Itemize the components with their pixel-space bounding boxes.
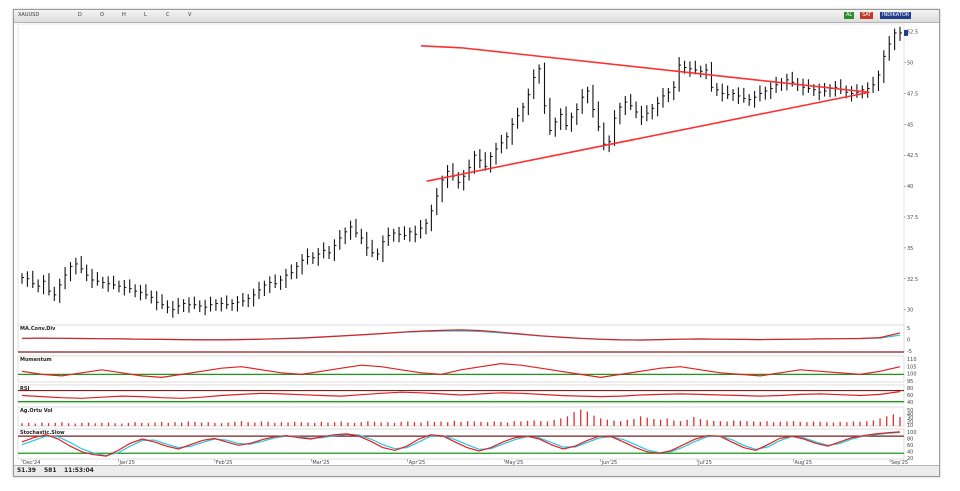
status-time: 11:53:04 — [64, 467, 94, 474]
indicator-tick-label: -5 — [907, 349, 912, 355]
triangle-upper-line — [460, 46, 870, 94]
indicator-label: Stochastic.Slow — [20, 430, 65, 436]
toolbar-seg-4: C — [166, 12, 170, 18]
indicator-label: Momentum — [20, 357, 52, 363]
price-tick-label: 35 — [907, 246, 913, 252]
price-tick-label: 40 — [907, 184, 913, 190]
indicator-pane — [17, 428, 905, 460]
indicator-tick-label: 100 — [907, 372, 917, 378]
indicator-tick-label: 80 — [907, 386, 913, 392]
price-tick-label: 30 — [907, 308, 913, 314]
indicator-tick-label: 40 — [907, 412, 913, 418]
buy-button[interactable]: AL — [844, 12, 855, 19]
indicator-main-line — [21, 391, 901, 399]
x-tick-label: Apr'25 — [409, 460, 425, 465]
indicator-label: Ag.Ortu Vol — [20, 408, 53, 414]
toolbar-seg-0: D — [78, 12, 82, 18]
toolbar: XAUUSD D O H L C V AL SAT INDİKATÖR — [14, 10, 939, 23]
indicator-tick-label: 0 — [907, 338, 910, 344]
x-tick-label: Jan'25 — [118, 460, 134, 465]
indicator-tick-label: 50 — [907, 408, 913, 414]
x-tick-label: Mar'25 — [312, 460, 329, 465]
chart-window: XAUUSD D O H L C V AL SAT INDİKATÖR 52.5… — [13, 9, 940, 477]
x-tick-label: Sep'25 — [891, 460, 908, 465]
indicator-tick-label: 95 — [907, 379, 913, 385]
triangle-upper-ext — [420, 44, 462, 49]
toolbar-seg-3: L — [144, 12, 147, 18]
toolbar-seg-5: V — [188, 12, 192, 18]
indicator-main-line — [21, 431, 901, 457]
status-bar: 51.39 581 11:53:04 — [14, 465, 939, 476]
indicator-pane — [17, 324, 905, 353]
x-tick-label: Jun'25 — [601, 460, 618, 465]
symbol-label[interactable]: XAUUSD — [18, 12, 40, 18]
indicator-tick-label: 110 — [907, 357, 917, 363]
price-tick-label: 45 — [907, 122, 913, 128]
indicator-button[interactable]: INDİKATÖR — [880, 12, 912, 19]
chart-area: 52.55047.54542.54037.53532.530MA.Conv.Di… — [17, 23, 918, 465]
indicator-tick-label: 60 — [907, 393, 913, 399]
indicator-pane — [17, 384, 905, 404]
price-tick-label: 50 — [907, 61, 913, 67]
indicator-tick-label: 20 — [907, 419, 913, 425]
last-price-marker — [904, 29, 908, 36]
toolbar-seg-1: O — [100, 12, 104, 18]
price-tick-label: 42.5 — [907, 153, 918, 159]
indicator-tick-label: 40 — [907, 400, 913, 406]
indicator-tick-label: 10 — [907, 423, 913, 429]
x-tick-label: Feb'25 — [216, 460, 233, 465]
indicator-main-line — [21, 362, 901, 379]
indicator-tick-label: 5 — [907, 326, 910, 332]
indicator-main-line — [21, 329, 901, 341]
price-tick-label: 52.5 — [907, 30, 918, 36]
status-value: 51.39 — [17, 467, 36, 474]
indicator-tick-label: 100 — [907, 430, 917, 436]
status-code: 581 — [44, 467, 57, 474]
indicator-tick-label: 20 — [907, 456, 913, 462]
price-tick-label: 32.5 — [907, 277, 918, 283]
toolbar-seg-2: H — [122, 12, 126, 18]
indicator-label: MA.Conv.Div — [20, 326, 56, 332]
x-tick-label: Jul'25 — [697, 460, 712, 465]
x-tick-label: Dec'24 — [23, 460, 40, 465]
x-tick-label: Aug'25 — [795, 460, 813, 465]
sell-button[interactable]: SAT — [860, 12, 874, 19]
triangle-lower-line — [426, 91, 870, 182]
indicator-tick-label: 80 — [907, 437, 913, 443]
indicator-label: RSI — [20, 386, 29, 392]
x-tick-label: May'25 — [505, 460, 523, 465]
indicator-tick-label: 60 — [907, 443, 913, 449]
indicator-pane — [17, 355, 905, 383]
indicator-tick-label: 105 — [907, 364, 917, 370]
price-tick-label: 37.5 — [907, 215, 918, 221]
indicator-tick-label: 30 — [907, 416, 913, 422]
indicator-tick-label: 40 — [907, 450, 913, 456]
indicator-signal-line — [21, 431, 901, 457]
price-tick-label: 47.5 — [907, 91, 918, 97]
